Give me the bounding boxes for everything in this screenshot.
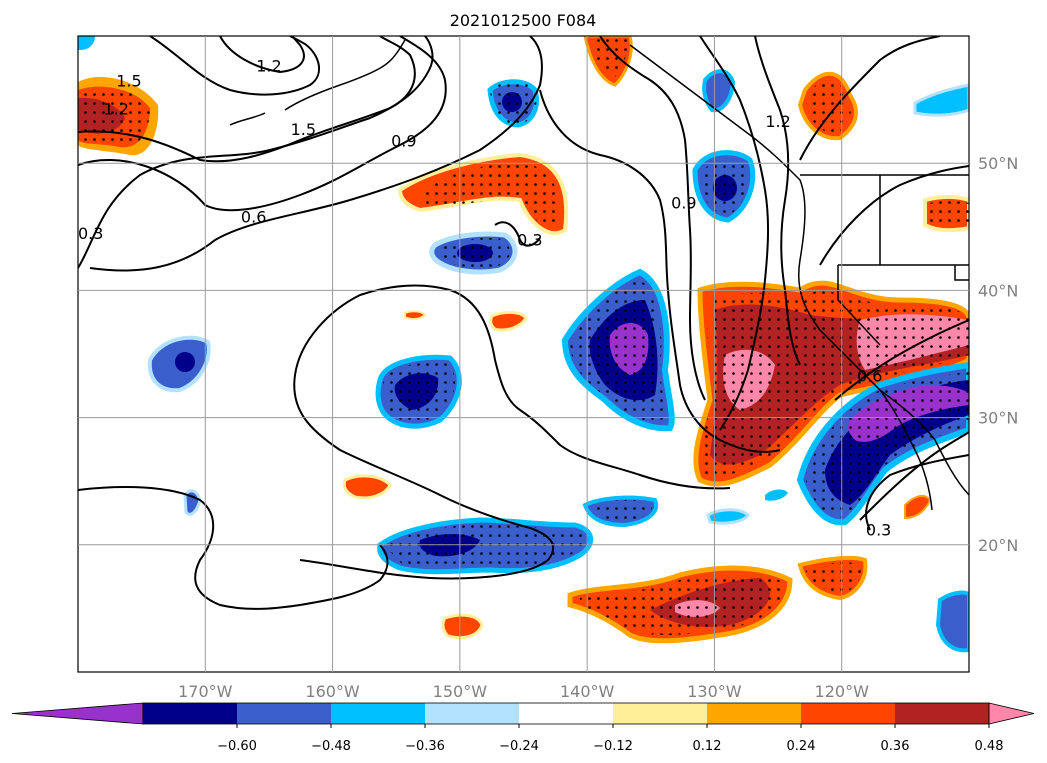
longitude-label: 140°W bbox=[560, 682, 615, 701]
colorbar-segment bbox=[707, 703, 801, 724]
colorbar-segment bbox=[143, 703, 237, 724]
map-frame bbox=[77, 35, 970, 673]
longitude-label: 150°W bbox=[433, 682, 488, 701]
colorbar-segment bbox=[801, 703, 895, 724]
colorbar-tick-label: 0.24 bbox=[787, 739, 816, 754]
colorbar-tick-label: 0.12 bbox=[693, 739, 722, 754]
colorbar-tick-label: −0.36 bbox=[405, 739, 445, 754]
significance-stippling bbox=[78, 36, 969, 635]
colorbar-extend-high bbox=[988, 702, 1035, 725]
contour-label: 1.5 bbox=[116, 72, 141, 91]
colorbar-tick-label: 0.48 bbox=[975, 739, 1004, 754]
colorbar-tick-label: −0.12 bbox=[593, 739, 633, 754]
colorbar-segment bbox=[425, 703, 519, 724]
chart-title: 2021012500 F084 bbox=[450, 11, 597, 30]
contour-label: 0.9 bbox=[391, 131, 416, 150]
coastlines bbox=[229, 39, 969, 511]
latitude-label: 40°N bbox=[978, 281, 1018, 300]
colorbar-extend-low bbox=[11, 702, 144, 725]
contour-label: 1.2 bbox=[103, 100, 128, 119]
colorbar-tick-label: −0.48 bbox=[311, 739, 351, 754]
colorbar-tick-label: 0.36 bbox=[881, 739, 910, 754]
colorbar: −0.60 −0.48 −0.36 −0.24 −0.12 0.12 0.24 0.36 0.4… bbox=[11, 702, 1035, 754]
colorbar-segment bbox=[895, 703, 989, 724]
contour-label: 0.3 bbox=[517, 231, 542, 250]
colorbar-segment bbox=[613, 703, 707, 724]
contour-label: 0.6 bbox=[857, 367, 882, 386]
longitude-labels: 170°W 160°W 150°W 140°W 130°W 120°W bbox=[178, 682, 869, 701]
map-area bbox=[78, 36, 969, 653]
contour-label: 1.5 bbox=[291, 120, 316, 139]
colorbar-tick-label: −0.60 bbox=[217, 739, 257, 754]
colorbar-segment bbox=[237, 703, 331, 724]
contour-label: 1.2 bbox=[765, 112, 790, 131]
colorbar-segment bbox=[331, 703, 425, 724]
contour-label: 1.2 bbox=[256, 56, 281, 75]
latitude-label: 50°N bbox=[978, 154, 1018, 173]
longitude-label: 130°W bbox=[687, 682, 742, 701]
gridlines bbox=[78, 36, 969, 672]
contour-label: 0.3 bbox=[866, 521, 891, 540]
latitude-label: 30°N bbox=[978, 409, 1018, 428]
contour-label: 0.3 bbox=[78, 224, 103, 243]
colorbar-segment bbox=[519, 703, 613, 724]
latitude-labels: 50°N 40°N 30°N 20°N bbox=[978, 154, 1018, 555]
contour-labels: 1.5 1.2 1.2 1.5 0.9 0.6 0.3 0.3 0.9 1.2 0.6 0.3 bbox=[78, 56, 891, 539]
contour-label: 0.6 bbox=[241, 208, 266, 227]
colorbar-tick-label: −0.24 bbox=[499, 739, 539, 754]
colorbar-frame bbox=[142, 702, 990, 725]
contour-label: 0.9 bbox=[671, 194, 696, 213]
longitude-label: 160°W bbox=[305, 682, 360, 701]
latitude-label: 20°N bbox=[978, 536, 1018, 555]
longitude-label: 120°W bbox=[815, 682, 870, 701]
longitude-label: 170°W bbox=[178, 682, 233, 701]
